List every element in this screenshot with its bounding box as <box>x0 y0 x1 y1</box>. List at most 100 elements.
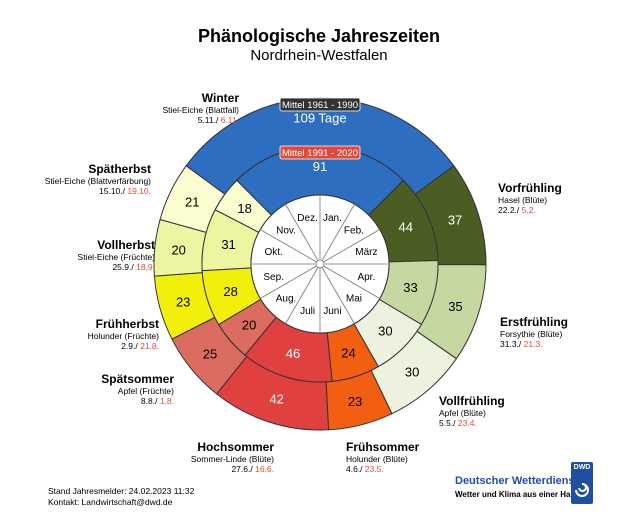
season-vollherbst-date-new: 18.9. <box>136 262 155 272</box>
season-erstfruehling-date-old: 31.3./ <box>500 339 524 349</box>
season-hochsommer-dates: 27.6./ 16.6. <box>231 464 274 474</box>
season-vollfruehling-dates: 5.5./ 23.4. <box>439 418 477 428</box>
season-vollfruehling-date-old: 5.5./ <box>439 418 458 428</box>
inner-ring-value-hochsommer: 46 <box>286 346 300 361</box>
inner-ring-value-vollherbst: 31 <box>221 237 235 252</box>
inner-ring-value-fruehherbst: 28 <box>223 284 237 299</box>
month-divider <box>319 204 355 265</box>
dwd-logo: DWD <box>571 462 593 504</box>
season-vollherbst-dates: 25.9./ 18.9. <box>112 262 155 272</box>
month-label-juli: Juli <box>300 306 315 317</box>
month-label-feb: Feb. <box>344 226 364 237</box>
season-fruehherbst-date-new: 21.8. <box>140 341 159 351</box>
brand-name: Deutscher Wetterdienst <box>455 475 579 487</box>
season-spaetsommer-dates: 8.8./ 1.8. <box>141 396 174 406</box>
outer-ring-value-vollfruehling: 30 <box>405 365 419 380</box>
season-fruehherbst-indicator: Holunder (Früchte) <box>88 331 160 341</box>
season-hochsommer-date-old: 27.6./ <box>231 464 255 474</box>
outer-ring-label: Mittel 1961 - 1990 <box>282 100 358 111</box>
season-spaetherbst-dates: 15.10./ 19.10. <box>99 186 151 196</box>
season-vollfruehling-date-new: 23.4. <box>458 418 477 428</box>
inner-ring-value-erstfruehling: 33 <box>403 280 417 295</box>
month-divider <box>260 229 321 265</box>
footer-kontakt: Kontakt: Landwirtschaft@dwd.de <box>48 497 173 507</box>
month-label-aug: Aug. <box>276 293 297 304</box>
season-erstfruehling-date-new: 21.3. <box>524 339 543 349</box>
inner-ring-label-badge <box>279 145 361 160</box>
inner-ring-value-vollfruehling: 30 <box>378 323 392 338</box>
season-fruehsommer-name: Frühsommer <box>346 440 420 454</box>
month-label-okt: Okt. <box>264 247 282 258</box>
season-spaetsommer-indicator: Apfel (Früchte) <box>118 386 174 396</box>
inner-ring-value-fruehsommer: 24 <box>341 346 355 361</box>
dwd-logo-text: DWD <box>573 464 591 471</box>
season-spaetsommer-date-old: 8.8./ <box>141 396 160 406</box>
inner-ring-value-vorfruehling: 44 <box>399 219 413 234</box>
outer-ring-value-vorfruehling: 37 <box>448 213 462 228</box>
month-divider <box>319 263 380 299</box>
season-spaetherbst-name: Spätherbst <box>88 162 151 176</box>
season-spaetsommer-name: Spätsommer <box>101 372 174 386</box>
inner-ring-value-spaetherbst: 18 <box>237 201 251 216</box>
inner-ring-value-spaetsommer: 20 <box>242 317 256 332</box>
season-vorfruehling-name: Vorfrühling <box>498 181 562 195</box>
month-divider <box>319 263 355 324</box>
month-label-sep: Sep. <box>263 272 284 283</box>
season-fruehsommer-date-new: 23.5. <box>365 464 384 474</box>
season-vollherbst-name: Vollherbst <box>97 238 155 252</box>
outer-ring-value-fruehsommer: 23 <box>348 394 362 409</box>
inner-ring-label: Mittel 1991 - 2020 <box>282 148 358 159</box>
outer-ring-label-badge <box>279 97 361 112</box>
month-label-apr: Apr. <box>357 272 375 283</box>
month-label-mai: Mai <box>346 293 362 304</box>
season-winter-indicator: Stiel-Eiche (Blattfall) <box>162 105 239 115</box>
season-hochsommer-indicator: Sommer-Linde (Blüte) <box>191 454 274 464</box>
dwd-swirl-icon <box>575 483 589 497</box>
month-label-juni: Juni <box>323 306 341 317</box>
month-divider <box>260 263 321 299</box>
season-winter-date-old: 5.11./ <box>198 115 221 125</box>
season-erstfruehling-indicator: Forsythie (Blüte) <box>500 329 563 339</box>
month-label-jan: Jan. <box>323 213 342 224</box>
season-fruehsommer-indicator: Holunder (Blüte) <box>346 454 408 464</box>
outer-ring-value-spaetherbst: 21 <box>185 194 199 209</box>
outer-ring-value-fruehherbst: 23 <box>176 295 190 310</box>
season-winter-date-new: 6.11. <box>221 115 239 125</box>
season-fruehsommer-date-old: 4.6./ <box>346 464 365 474</box>
outer-ring-value-winter: 109 Tage <box>293 111 346 126</box>
season-hochsommer-name: Hochsommer <box>197 440 274 454</box>
season-vollherbst-indicator: Stiel-Eiche (Früchte) <box>78 252 156 262</box>
season-spaetherbst-date-new: 19.10. <box>127 186 151 196</box>
season-winter-name: Winter <box>202 91 240 105</box>
page-title: Phänologische Jahreszeiten <box>197 26 441 46</box>
season-winter-dates: 5.11./ 6.11. <box>198 115 239 125</box>
season-vollherbst-date-old: 25.9./ <box>112 262 136 272</box>
outer-ring-value-erstfruehling: 35 <box>448 299 462 314</box>
season-erstfruehling-name: Erstfrühling <box>500 315 568 329</box>
month-label-maerz: März <box>355 247 377 258</box>
season-spaetherbst-date-old: 15.10./ <box>99 186 127 196</box>
season-vorfruehling-dates: 22.2./ 5.2. <box>498 205 536 215</box>
inner-ring-value-winter: 91 <box>313 159 327 174</box>
outer-ring-value-vollherbst: 20 <box>171 242 185 257</box>
season-hochsommer-date-new: 16.6. <box>255 464 274 474</box>
season-vorfruehling-date-new: 5.2. <box>522 205 536 215</box>
season-vorfruehling-indicator: Hasel (Blüte) <box>498 195 547 205</box>
brand-slogan: Wetter und Klima aus einer Hand <box>455 490 581 499</box>
season-fruehherbst-date-old: 2.9./ <box>121 341 140 351</box>
month-label-dez: Dez. <box>297 213 318 224</box>
season-vollfruehling-indicator: Apfel (Blüte) <box>439 408 486 418</box>
season-fruehherbst-dates: 2.9./ 21.8. <box>121 341 159 351</box>
month-label-nov: Nov. <box>276 226 296 237</box>
season-spaetsommer-date-new: 1.8. <box>160 396 174 406</box>
dial-hub <box>315 259 325 269</box>
page-subtitle: Nordrhein-Westfalen <box>250 47 388 64</box>
month-divider <box>285 263 321 324</box>
outer-ring-value-hochsommer: 42 <box>269 392 283 407</box>
season-vorfruehling-date-old: 22.2./ <box>498 205 522 215</box>
season-erstfruehling-dates: 31.3./ 21.3. <box>500 339 543 349</box>
footer-stand: Stand Jahresmelder: 24.02.2023 11:32 <box>48 486 195 496</box>
season-fruehsommer-dates: 4.6./ 23.5. <box>346 464 384 474</box>
month-divider <box>319 229 380 265</box>
